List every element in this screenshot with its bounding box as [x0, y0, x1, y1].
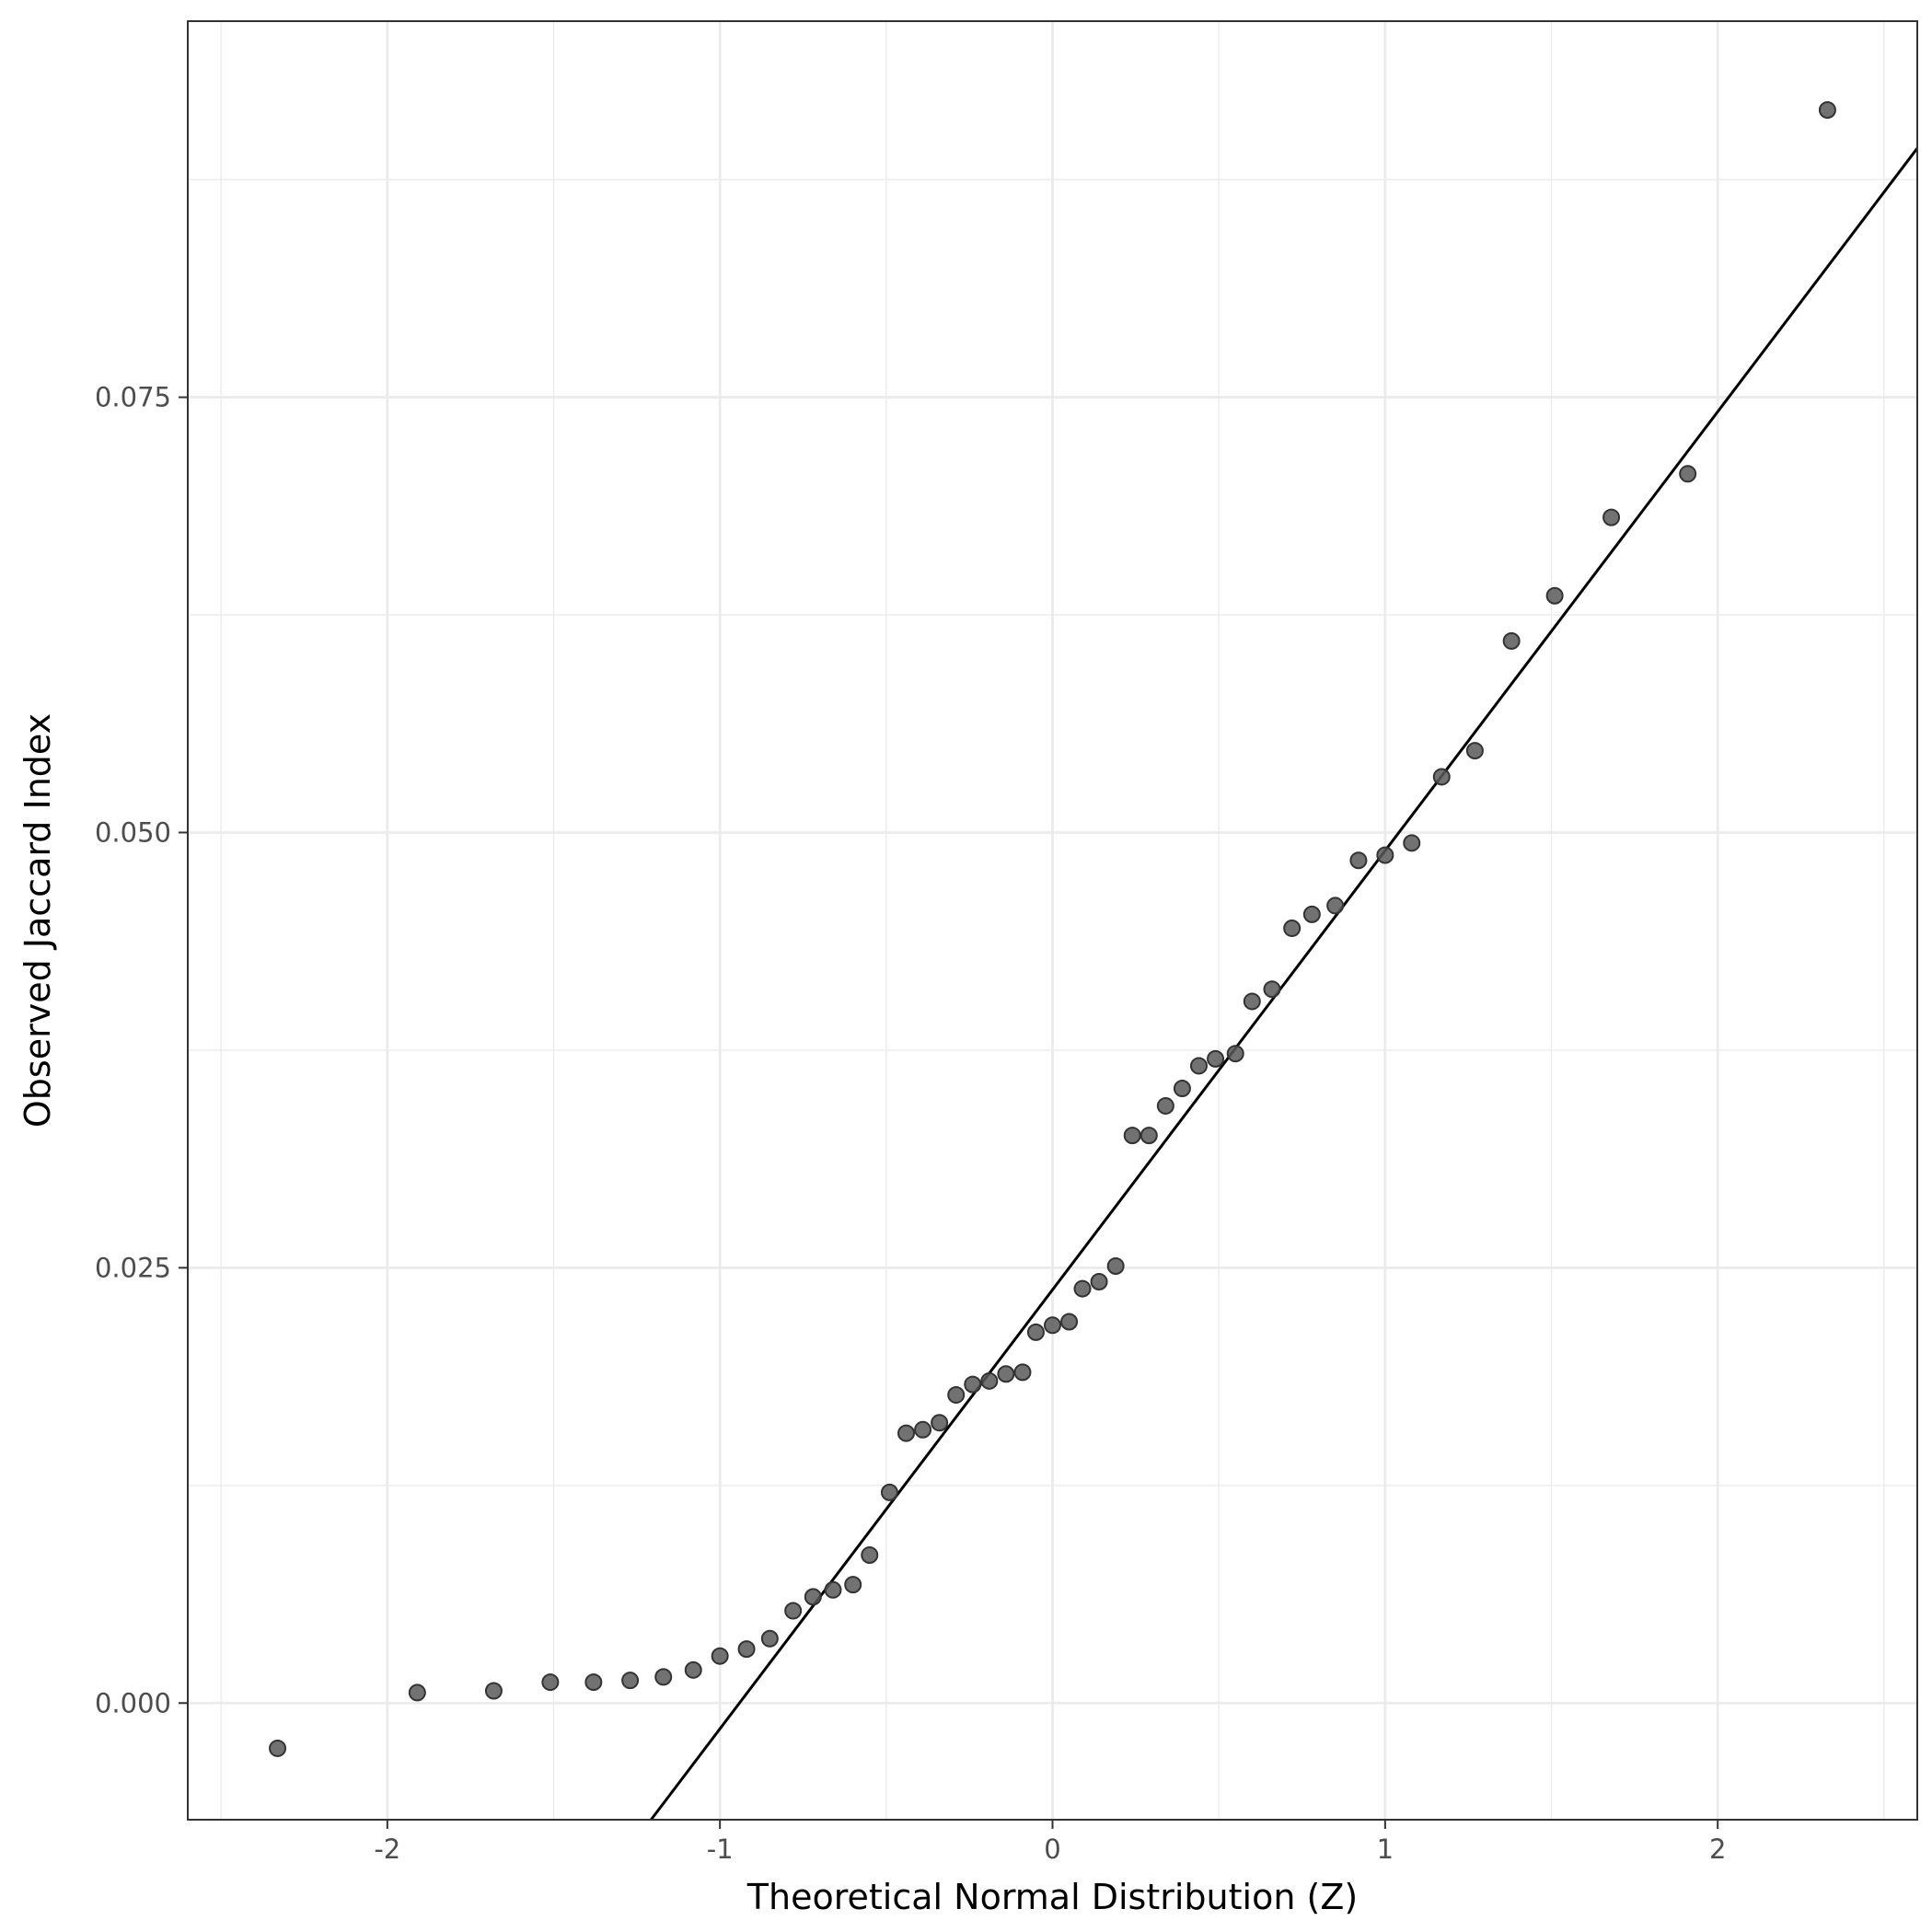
data-point — [897, 1424, 916, 1442]
x-axis: -2 -1 0 1 2 — [374, 1820, 1726, 1865]
data-point — [914, 1420, 932, 1439]
x-tick-label: 0 — [1044, 1834, 1060, 1865]
data-point — [1189, 1057, 1208, 1075]
reference-line — [650, 147, 1919, 1821]
data-point — [931, 1414, 949, 1432]
y-tick-label: 0.075 — [95, 382, 171, 413]
data-point — [947, 1385, 966, 1404]
data-point — [760, 1629, 779, 1648]
data-point — [1044, 1316, 1061, 1335]
data-point — [1432, 768, 1451, 786]
data-point — [1349, 851, 1368, 870]
data-point — [1326, 897, 1345, 915]
data-point — [1013, 1363, 1032, 1382]
data-point — [1207, 1049, 1225, 1068]
data-point — [621, 1672, 640, 1690]
x-tick-label: 1 — [1377, 1834, 1394, 1865]
data-point — [784, 1602, 803, 1620]
data-point — [737, 1640, 756, 1659]
data-point — [1818, 100, 1836, 119]
data-point — [1263, 980, 1281, 999]
data-point — [654, 1668, 673, 1686]
data-point — [1502, 631, 1521, 650]
y-axis: 0.000 0.025 0.050 0.075 — [95, 382, 188, 1718]
data-point — [1302, 905, 1321, 923]
data-point — [541, 1673, 560, 1692]
data-point — [684, 1660, 702, 1679]
data-point — [844, 1576, 862, 1594]
y-tick-label: 0.025 — [95, 1252, 171, 1283]
y-tick-label: 0.000 — [95, 1687, 171, 1718]
data-point — [964, 1375, 982, 1394]
data-point — [1090, 1273, 1108, 1291]
reference-line-layer — [650, 147, 1919, 1821]
data-point — [997, 1365, 1015, 1383]
data-point — [1545, 586, 1564, 605]
data-point — [408, 1683, 426, 1702]
x-tick-label: 2 — [1709, 1834, 1726, 1865]
data-point — [1106, 1256, 1125, 1275]
data-point — [1226, 1045, 1244, 1063]
data-point — [824, 1580, 842, 1599]
data-point — [1679, 465, 1697, 483]
x-axis-title: Theoretical Normal Distribution (Z) — [746, 1877, 1358, 1917]
data-point — [980, 1371, 999, 1390]
data-point — [711, 1647, 729, 1665]
data-point — [1602, 508, 1621, 526]
data-point — [1156, 1096, 1174, 1115]
y-axis-title: Observed Jaccard Index — [17, 713, 58, 1128]
data-point — [1465, 742, 1484, 760]
x-tick-label: -1 — [707, 1834, 734, 1865]
data-point — [1403, 834, 1421, 852]
data-point — [1073, 1279, 1092, 1298]
data-point — [1026, 1323, 1045, 1341]
x-tick-label: -2 — [374, 1834, 400, 1865]
data-point — [269, 1739, 287, 1757]
data-point — [1376, 846, 1394, 864]
data-point — [1173, 1080, 1191, 1098]
data-point — [1123, 1127, 1141, 1145]
data-point — [861, 1545, 879, 1564]
y-tick-label: 0.050 — [95, 816, 171, 848]
data-point — [1060, 1313, 1079, 1331]
data-points — [269, 100, 1836, 1757]
data-point — [804, 1588, 822, 1606]
data-point — [1243, 992, 1261, 1011]
data-point — [880, 1483, 898, 1501]
grid-major — [188, 21, 1917, 1820]
data-point — [584, 1673, 603, 1692]
data-point — [1283, 920, 1301, 938]
data-point — [484, 1682, 503, 1700]
data-point — [1140, 1127, 1158, 1145]
